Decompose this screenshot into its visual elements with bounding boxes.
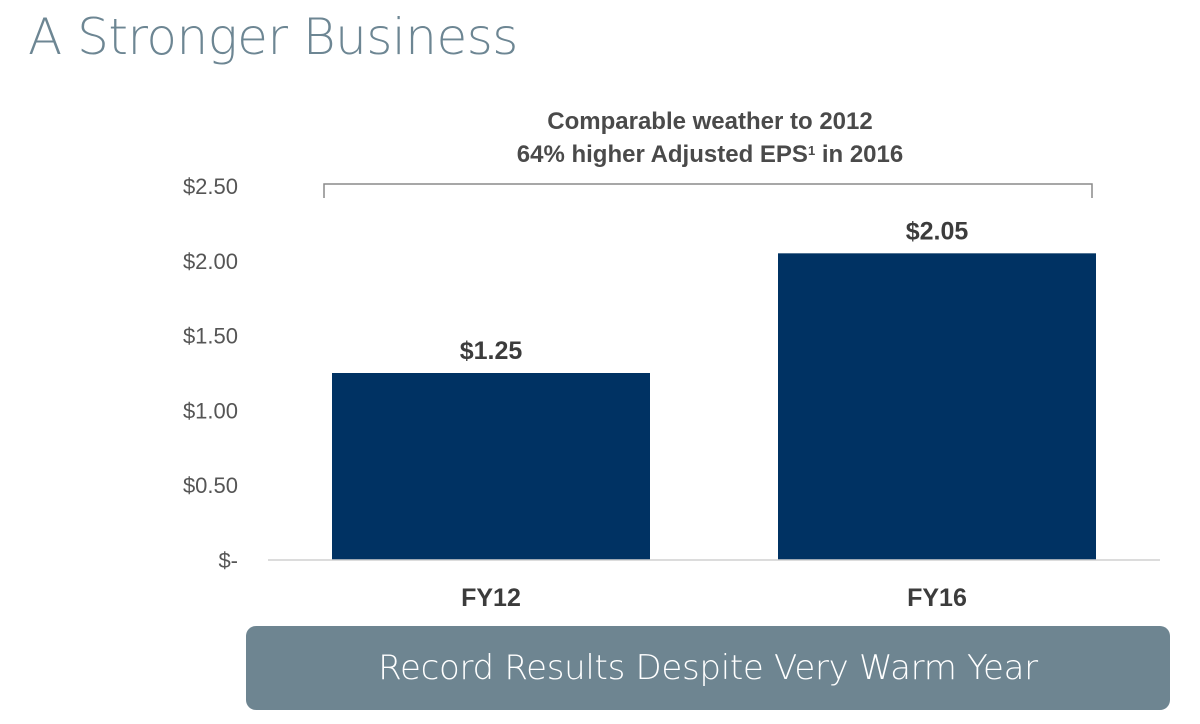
bars: $1.25 $2.05 (332, 217, 1096, 560)
x-axis-tick-labels: FY12 FY16 (461, 584, 967, 612)
callout-line-1: Comparable weather to 2012 (547, 108, 873, 135)
slide-title: A Stronger Business (28, 8, 518, 66)
y-tick-label: $- (218, 548, 238, 573)
data-label: $2.05 (906, 217, 969, 245)
x-tick-label: FY16 (907, 584, 967, 612)
x-tick-label: FY12 (461, 584, 521, 612)
bar-fy12 (332, 373, 650, 560)
y-tick-label: $2.50 (183, 174, 238, 199)
bar-fy16 (778, 253, 1096, 560)
banner-text: Record Results Despite Very Warm Year (378, 648, 1038, 688)
summary-banner: Record Results Despite Very Warm Year (246, 626, 1170, 710)
y-tick-label: $1.50 (183, 324, 238, 349)
y-tick-label: $2.00 (183, 249, 238, 274)
callout-line-2-tail: in 2016 (815, 141, 904, 168)
y-tick-label: $1.00 (183, 398, 238, 423)
y-axis-tick-labels: $- $0.50 $1.00 $1.50 $2.00 $2.50 (183, 174, 238, 573)
comparison-bracket (323, 183, 1093, 198)
footnote-marker: 1 (807, 143, 816, 158)
y-tick-label: $0.50 (183, 473, 238, 498)
data-label: $1.25 (460, 337, 523, 365)
callout-line-2-main: 64% higher Adjusted EPS (516, 141, 808, 168)
bar-chart: $- $0.50 $1.00 $1.50 $2.00 $2.50 $1.25 $2.05 F… (183, 174, 1160, 612)
callout-line-2: 64% higher Adjusted EPS1 in 2016 (320, 141, 1100, 169)
